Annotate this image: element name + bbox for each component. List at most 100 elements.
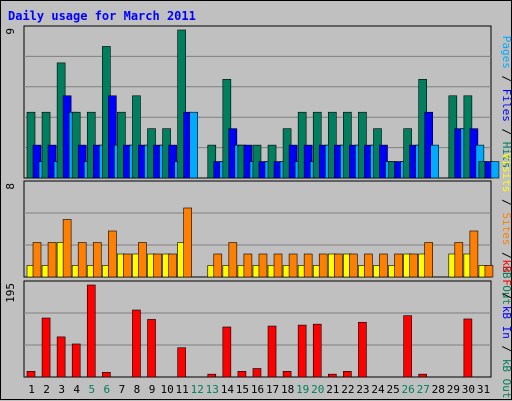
y-max-label: 8 — [4, 183, 17, 190]
x-tick-label: 9 — [149, 383, 156, 396]
x-tick-label: 16 — [251, 383, 264, 396]
bar-hits-day-8 — [132, 95, 141, 179]
x-tick-label: 24 — [371, 383, 385, 396]
x-tick-label: 21 — [326, 383, 339, 396]
x-tick-label: 25 — [386, 383, 399, 396]
legend-label: kB In — [500, 306, 512, 339]
x-tick-label: 5 — [88, 383, 95, 396]
bar-sites-day-21 — [333, 253, 343, 278]
bar-sites-day-9 — [153, 253, 162, 278]
x-tick-label: 19 — [296, 383, 309, 396]
bar-kb-f-day-3 — [56, 336, 66, 378]
x-tick-label: 8 — [134, 383, 141, 396]
x-tick-label: 31 — [477, 383, 490, 396]
bar-kb-f-day-14 — [222, 326, 232, 378]
bar-sites-day-15 — [243, 253, 253, 278]
y-max-label: 9 — [4, 28, 17, 35]
bar-sites-day-7 — [123, 253, 132, 278]
bar-kb-f-day-26 — [403, 315, 412, 378]
legend-label: / — [500, 69, 512, 89]
bar-kb-f-day-1 — [26, 371, 36, 378]
bar-sites-day-26 — [409, 253, 418, 278]
bar-kb-f-day-8 — [132, 309, 141, 378]
bar-sites-day-2 — [47, 242, 57, 278]
bar-sites-day-27 — [424, 242, 433, 278]
bar-kb-f-day-5 — [86, 284, 96, 378]
x-tick-label: 1 — [28, 383, 35, 396]
x-tick-label: 10 — [160, 383, 173, 396]
bar-kb-f-day-21 — [327, 373, 337, 378]
x-tick-label: 27 — [417, 383, 430, 396]
x-tick-label: 17 — [266, 383, 279, 396]
bar-sites-day-24 — [379, 253, 388, 278]
right-legend: Visits / Sites / kB Out — [500, 153, 512, 305]
x-tick-label: 20 — [311, 383, 324, 396]
bar-kb-f-day-23 — [358, 321, 367, 378]
x-tick-label: 29 — [447, 383, 460, 396]
legend-label: kB Out — [500, 359, 512, 399]
bar-sites-day-23 — [364, 253, 373, 278]
bar-sites-day-25 — [394, 253, 403, 278]
right-legend: kB F / kB In / kB Out — [500, 259, 512, 398]
legend-label: / — [500, 122, 512, 142]
bar-sites-day-29 — [454, 242, 464, 278]
bar-sites-day-6 — [108, 230, 117, 278]
x-tick-label: 12 — [191, 383, 204, 396]
bar-sites-day-20 — [318, 253, 328, 278]
legend-label: Visits — [500, 153, 512, 193]
bar-pages-day-27 — [430, 144, 439, 179]
bar-kb-f-day-18 — [282, 371, 292, 378]
x-tick-label: 7 — [119, 383, 126, 396]
x-tick-label: 11 — [176, 383, 189, 396]
x-tick-label: 18 — [281, 383, 294, 396]
x-tick-label: 23 — [356, 383, 369, 396]
x-tick-label: 4 — [73, 383, 80, 396]
x-tick-label: 28 — [432, 383, 445, 396]
bar-sites-day-5 — [92, 242, 102, 278]
bar-kb-f-day-16 — [252, 368, 262, 378]
y-max-label: 195 — [4, 283, 17, 303]
x-tick-label: 2 — [43, 383, 50, 396]
x-tick-label: 6 — [104, 383, 111, 396]
bar-sites-day-30 — [469, 230, 479, 278]
bar-kb-f-day-11 — [177, 347, 186, 378]
legend-label: Sites — [500, 212, 512, 245]
panel-frame — [23, 280, 492, 378]
bar-kb-f-day-27 — [418, 373, 427, 378]
legend-label: kB Out — [500, 265, 512, 305]
legend-label: Pages — [500, 36, 512, 69]
legend-label: Files — [500, 89, 512, 122]
bar-sites-day-18 — [288, 253, 298, 278]
bar-sites-day-16 — [258, 253, 268, 278]
bar-sites-day-14 — [228, 242, 238, 278]
bar-sites-day-31 — [484, 265, 494, 278]
x-tick-label: 30 — [462, 383, 475, 396]
legend-label: / — [500, 339, 512, 359]
x-tick-label: 14 — [221, 383, 235, 396]
bar-kb-f-day-22 — [343, 371, 352, 378]
x-tick-label: 22 — [341, 383, 354, 396]
bar-files-day-6 — [108, 95, 117, 179]
bar-sites-day-17 — [273, 253, 283, 278]
bar-kb-f-day-30 — [463, 318, 473, 378]
bar-pages-day-31 — [490, 161, 500, 179]
legend-label: / — [500, 193, 512, 213]
bar-sites-day-8 — [138, 242, 147, 278]
bar-sites-day-11 — [183, 207, 192, 278]
x-tick-label: 26 — [402, 383, 415, 396]
chart-title: Daily usage for March 2011 — [8, 9, 196, 23]
bar-kb-f-day-2 — [41, 317, 51, 378]
bar-kb-f-day-15 — [237, 371, 247, 378]
right-legend: Pages / Files / Hits — [500, 36, 512, 169]
bar-pages-day-11 — [189, 111, 198, 179]
x-tick-label: 3 — [58, 383, 65, 396]
bar-sites-day-19 — [303, 253, 313, 278]
bar-sites-day-4 — [77, 242, 87, 278]
bar-hits-day-11 — [177, 29, 186, 179]
bar-kb-f-day-9 — [147, 319, 156, 378]
bar-kb-f-day-19 — [297, 324, 307, 378]
legend-label: / — [500, 246, 512, 266]
bar-kb-f-day-13 — [207, 373, 217, 378]
